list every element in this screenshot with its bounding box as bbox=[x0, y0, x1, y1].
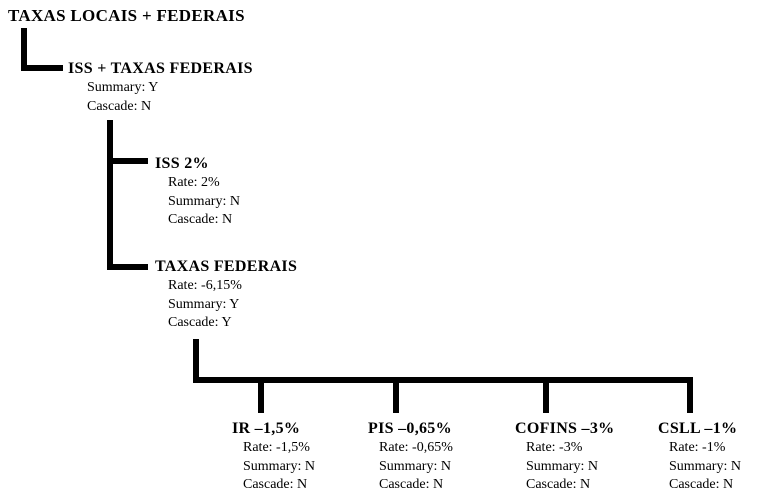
node-label: COFINS –3% bbox=[515, 420, 615, 437]
node-csll: CSLL –1% Rate: -1% Summary: N Cascade: N bbox=[658, 419, 741, 495]
cascade-line: Cascade: Y bbox=[168, 315, 232, 330]
node-label: TAXAS FEDERAIS bbox=[155, 258, 298, 275]
cascade-line: Cascade: N bbox=[669, 477, 734, 492]
rate-line: Rate: -1,5% bbox=[243, 440, 310, 455]
summary-line: Summary: N bbox=[168, 193, 240, 209]
connector-stub-ir bbox=[258, 383, 264, 413]
rate-line: Rate: -0,65% bbox=[379, 440, 453, 455]
summary-line: Summary: Y bbox=[168, 296, 240, 312]
summary-line: Summary: N bbox=[526, 458, 598, 474]
node-label: CSLL –1% bbox=[658, 420, 738, 437]
connector-root-vertical bbox=[21, 28, 27, 71]
rate-line: Rate: -6,15% bbox=[168, 278, 242, 293]
node-label: PIS –0,65% bbox=[368, 420, 452, 437]
node-cofins: COFINS –3% Rate: -3% Summary: N Cascade:… bbox=[515, 419, 614, 495]
node-iss-taxas-federais: ISS + TAXAS FEDERAIS Summary: Y Cascade:… bbox=[68, 59, 253, 116]
summary-line: Summary: N bbox=[243, 458, 315, 474]
rate-line: Rate: 2% bbox=[168, 175, 220, 190]
rate-line: Rate: -1% bbox=[669, 440, 726, 455]
connector-stub-csll bbox=[687, 383, 693, 413]
connector-group-vertical bbox=[107, 120, 113, 270]
connector-federais-vertical bbox=[193, 339, 199, 383]
cascade-line: Cascade: N bbox=[168, 212, 233, 227]
summary-line: Summary: N bbox=[379, 458, 451, 474]
node-taxas-federais: TAXAS FEDERAIS Rate: -6,15% Summary: Y C… bbox=[155, 257, 297, 333]
node-taxas-locais-federais: TAXAS LOCAIS + FEDERAIS bbox=[8, 6, 245, 26]
summary-line: Summary: N bbox=[669, 458, 741, 474]
summary-line: Summary: Y bbox=[87, 80, 159, 95]
node-ir: IR –1,5% Rate: -1,5% Summary: N Cascade:… bbox=[232, 419, 315, 495]
connector-root-horizontal bbox=[21, 65, 63, 71]
rate-line: Rate: -3% bbox=[526, 440, 583, 455]
root-node-label: TAXAS LOCAIS + FEDERAIS bbox=[8, 6, 245, 25]
node-label: ISS 2% bbox=[155, 155, 209, 172]
connector-taxas-federais-branch bbox=[107, 264, 148, 270]
node-label: IR –1,5% bbox=[232, 420, 301, 437]
cascade-line: Cascade: N bbox=[526, 477, 591, 492]
connector-stub-pis bbox=[393, 383, 399, 413]
node-iss-2: ISS 2% Rate: 2% Summary: N Cascade: N bbox=[155, 154, 240, 230]
connector-leaf-bus bbox=[193, 377, 693, 383]
node-pis: PIS –0,65% Rate: -0,65% Summary: N Casca… bbox=[368, 419, 453, 495]
cascade-line: Cascade: N bbox=[379, 477, 444, 492]
connector-iss-branch bbox=[107, 158, 148, 164]
cascade-line: Cascade: N bbox=[243, 477, 308, 492]
connector-stub-cofins bbox=[543, 383, 549, 413]
cascade-line: Cascade: N bbox=[87, 98, 152, 114]
node-label: ISS + TAXAS FEDERAIS bbox=[68, 60, 253, 77]
